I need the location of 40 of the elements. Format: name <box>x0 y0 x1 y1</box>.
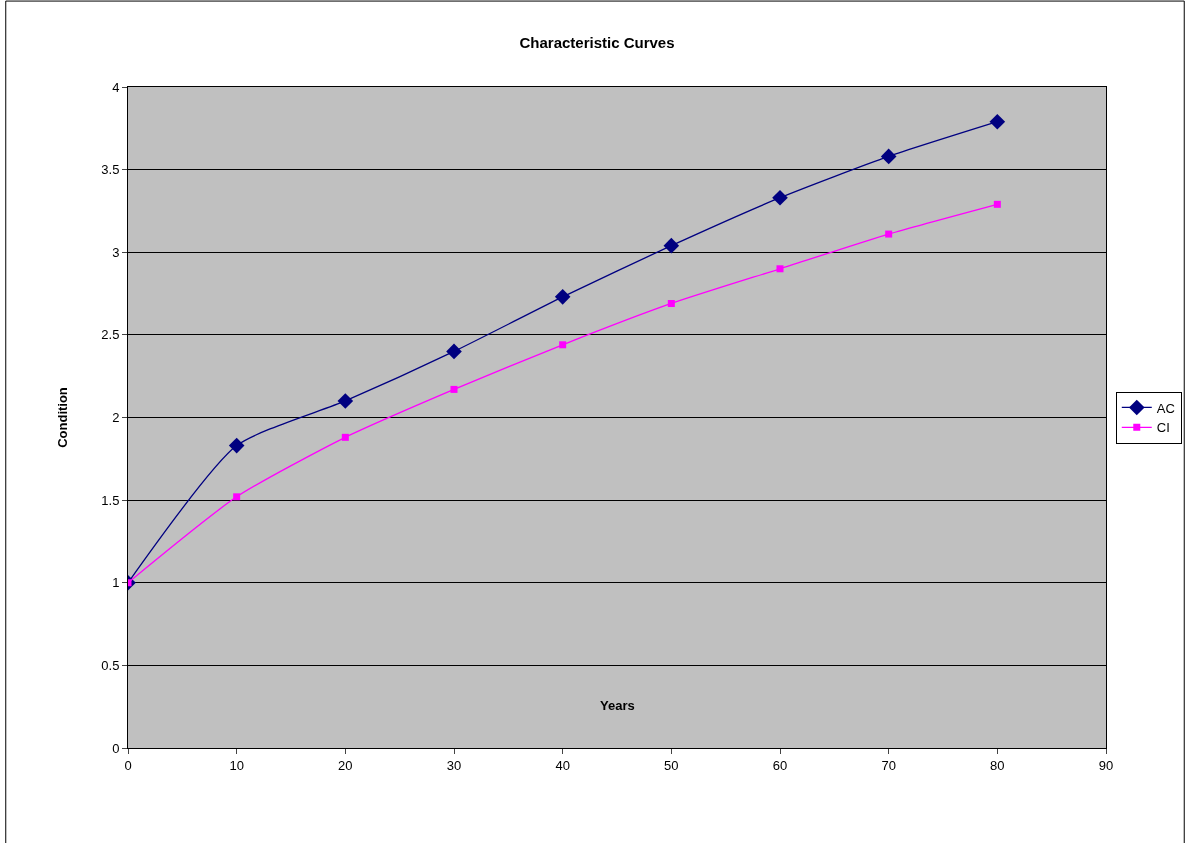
point <box>233 493 241 501</box>
point <box>772 189 788 206</box>
chart-title: Characteristic Curves <box>519 34 675 52</box>
x-tick-label: 60 <box>772 757 788 773</box>
y-axis-title: Condition <box>55 387 71 448</box>
point <box>776 265 784 273</box>
y-tick-label: 1.5 <box>101 492 120 508</box>
legend-label: CI <box>1156 420 1170 436</box>
y-tick-label: 0.5 <box>101 657 120 673</box>
x-tick-label: 90 <box>1098 757 1114 773</box>
point <box>993 200 1001 208</box>
x-tick-label: 80 <box>990 757 1005 773</box>
x-tick-label: 10 <box>229 757 244 773</box>
y-tick-label: 4 <box>112 79 120 95</box>
point <box>450 385 458 393</box>
x-tick-label: 50 <box>664 757 679 773</box>
point <box>989 113 1006 130</box>
x-axis-title: Years <box>600 698 635 713</box>
point <box>885 230 893 238</box>
point <box>446 343 462 360</box>
y-tick-label: 3 <box>112 244 120 260</box>
point <box>554 289 571 305</box>
x-tick-label: 0 <box>124 757 132 773</box>
y-tick-label: 1 <box>112 575 120 591</box>
y-tick-label: 2 <box>112 410 120 426</box>
point <box>559 341 567 349</box>
x-tick-label: 30 <box>446 757 462 773</box>
point <box>880 148 897 165</box>
legend-label: AC <box>1156 400 1175 416</box>
point <box>228 437 245 454</box>
y-tick-label: 3.5 <box>101 162 120 178</box>
point <box>341 433 349 441</box>
x-tick-label: 20 <box>338 757 353 773</box>
x-tick-label: 40 <box>555 757 570 773</box>
x-tick-label: 70 <box>881 757 896 773</box>
y-tick-label: 2.5 <box>101 327 120 343</box>
y-tick-label: 0 <box>112 740 120 756</box>
point <box>667 299 675 307</box>
point <box>663 237 680 254</box>
point <box>337 393 354 409</box>
